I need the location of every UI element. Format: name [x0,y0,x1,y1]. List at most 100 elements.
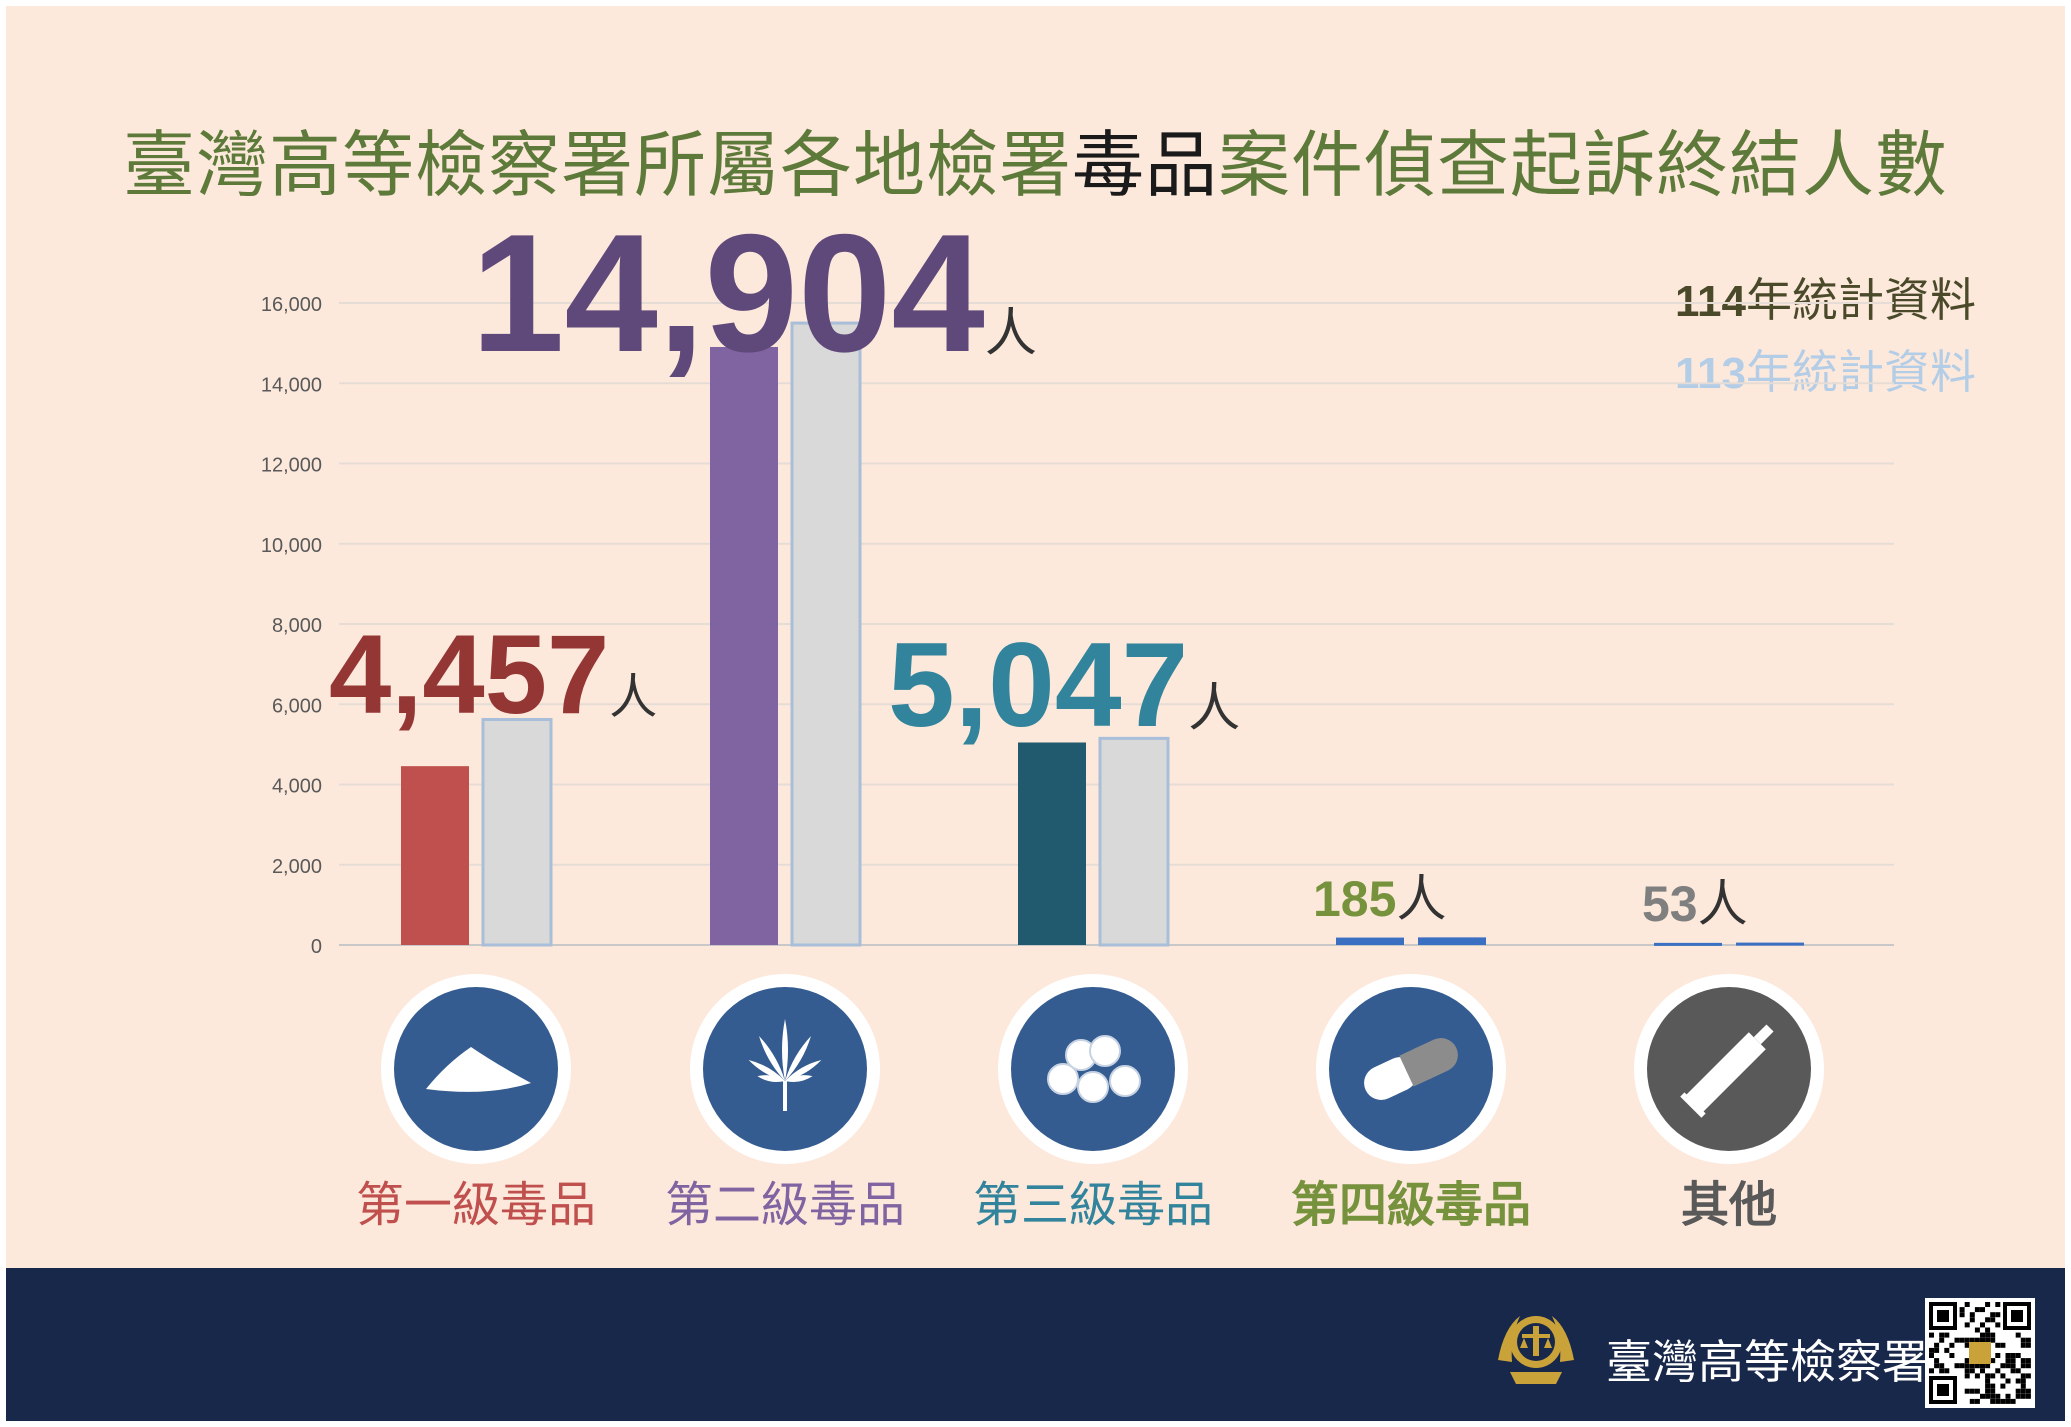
y-tick-label: 2,000 [272,856,322,878]
qr-module [2015,1388,2021,1394]
qr-module [1985,1363,1991,1369]
bar-113 [1736,942,1804,946]
qr-module [2000,1342,2006,1348]
qr-module [1990,1393,1996,1399]
pill [1109,1065,1141,1097]
pill [1077,1071,1109,1103]
qr-module [1974,1388,1980,1394]
data-label: 5,047人 [888,618,1240,752]
qr-module [1949,1353,1955,1358]
leaflet [785,1035,811,1081]
qr-module [1985,1388,1991,1394]
qr-module [1990,1317,1996,1323]
qr-module [2000,1383,2006,1389]
qr-module [1964,1337,1970,1343]
qr-module [1995,1353,2001,1358]
qr-module [1949,1342,1955,1348]
legend: 114 年統計資料 113 年統計資料 [1576,264,1976,408]
qr-module [1990,1332,1996,1338]
qr-module [1969,1388,1975,1394]
qr-module [2020,1342,2026,1348]
qr-module [1944,1347,1950,1353]
tube-cap [1753,1024,1774,1045]
pills-icon [998,974,1188,1164]
qr-code-icon [1925,1298,2035,1408]
qr-module [1954,1337,1960,1343]
tube-icon [1634,974,1824,1164]
qr-module [2025,1342,2031,1348]
qr-module [1980,1332,1985,1338]
leaflet [759,1035,785,1081]
qr-module [1934,1347,1940,1353]
legend-year-113: 113 [1675,349,1746,398]
qr-module [2011,1310,2023,1322]
qr-module [2025,1388,2031,1394]
bar-114 [401,766,469,945]
data-label-unit: 人 [609,669,657,725]
data-label-value: 5,047 [888,618,1188,752]
cannabis-leaf-icon [690,974,880,1164]
qr-module [2005,1378,2011,1384]
data-label: 185人 [1313,870,1446,928]
qr-module [1985,1337,1991,1343]
icon-circle [1011,987,1175,1151]
qr-module [1974,1363,1980,1369]
qr-module [1990,1398,1996,1404]
qr-module [2020,1383,2026,1389]
qr-module [1939,1332,1945,1338]
qr-module [2010,1398,2016,1404]
qr-module [2020,1363,2026,1369]
data-label: 4,457人 [329,612,657,737]
qr-module [1995,1322,2001,1328]
leaf-stem [783,1081,787,1111]
qr-module [2025,1393,2031,1399]
footer-org-name: 臺灣高等檢察署 [1606,1335,1928,1389]
qr-module [1974,1337,1980,1343]
leaflet [782,1019,788,1081]
capsule-icon [1316,974,1506,1164]
qr-module [2025,1363,2031,1369]
y-tick-label: 6,000 [272,695,322,717]
data-label-value: 53 [1642,876,1698,932]
qr-module [2005,1393,2011,1399]
qr-module [1980,1307,1985,1313]
y-tick-label: 16,000 [261,294,322,316]
data-label-unit: 人 [985,304,1037,364]
qr-module [1964,1302,1970,1307]
qr-module [1969,1317,1975,1323]
qr-module [1944,1332,1950,1338]
qr-module [1944,1368,1950,1374]
bar-114 [1654,942,1722,946]
qr-module [1990,1383,1996,1389]
data-label-unit: 人 [1698,875,1748,933]
y-tick-label: 14,000 [261,374,322,396]
category-label: 第二級毒品 [665,1177,905,1233]
qr-module [2000,1398,2006,1404]
qr-module [1990,1373,1996,1379]
qr-module [2015,1332,2021,1338]
qr-module [2015,1368,2021,1374]
qr-module [1990,1358,1996,1364]
qr-module [1980,1337,1985,1343]
qr-module [2020,1337,2026,1343]
qr-module [1959,1312,1965,1318]
qr-module [2005,1358,2011,1364]
qr-module [1990,1337,1996,1343]
qr-module [2025,1337,2031,1343]
qr-module [1980,1322,1985,1328]
qr-module [2025,1358,2031,1364]
qr-module [1980,1393,1985,1399]
qr-module [2015,1393,2021,1399]
y-tick-label: 12,000 [261,455,322,477]
emblem-icon [1498,1316,1574,1384]
qr-module [1939,1363,1945,1369]
y-tick-label: 4,000 [272,776,322,798]
qr-module [1985,1393,1991,1399]
qr-module [1969,1312,1975,1318]
qr-module [2000,1363,2006,1369]
qr-module [1985,1327,1991,1333]
legend-item-114: 114 年統計資料 [1576,264,1976,336]
leaf-shape [748,1019,822,1083]
qr-module [2005,1363,2011,1369]
qr-module [1995,1368,2001,1374]
